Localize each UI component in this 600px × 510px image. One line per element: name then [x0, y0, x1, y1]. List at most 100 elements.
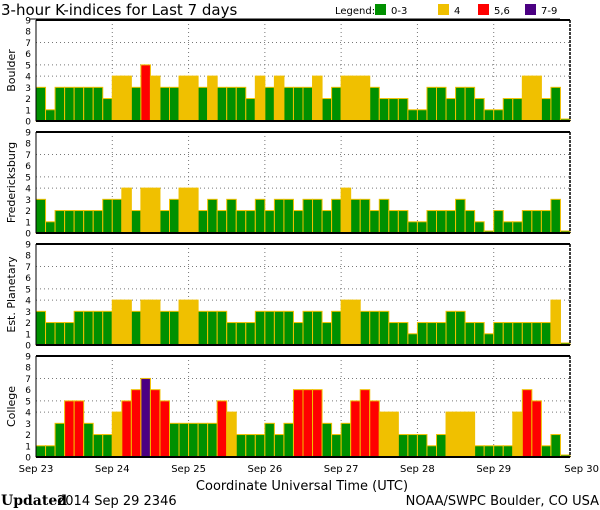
y-tick-label: 0 — [25, 230, 31, 240]
bar — [149, 187, 161, 234]
bar — [92, 210, 104, 234]
bar — [254, 75, 266, 122]
bar — [92, 434, 104, 458]
bar — [111, 75, 123, 122]
bar — [426, 445, 438, 458]
bar — [111, 411, 123, 458]
bar — [64, 210, 75, 234]
legend-swatch — [478, 4, 489, 15]
bar — [140, 299, 151, 346]
y-tick-label: 9 — [25, 17, 31, 27]
bar — [207, 75, 218, 122]
bar — [407, 333, 418, 346]
x-tick-label: Sep 26 — [247, 464, 282, 475]
bar — [235, 322, 247, 346]
panel-label: Fredericksburg — [5, 142, 18, 223]
bar — [130, 86, 142, 122]
bar — [264, 422, 275, 458]
y-tick-label: 0 — [25, 118, 31, 128]
panel-label: Boulder — [5, 49, 18, 92]
bar — [64, 322, 75, 346]
bar — [531, 210, 542, 234]
bar — [178, 75, 190, 122]
bar — [312, 198, 323, 234]
bar — [140, 187, 151, 234]
bar — [254, 310, 266, 346]
bar — [235, 86, 247, 122]
bar — [102, 434, 113, 458]
y-tick-label: 7 — [25, 39, 31, 49]
y-tick-label: 7 — [25, 375, 31, 385]
bar — [312, 310, 323, 346]
bar — [178, 299, 190, 346]
bar — [474, 322, 485, 346]
bar — [83, 422, 94, 458]
bar — [197, 310, 209, 346]
bar — [159, 310, 170, 346]
x-tick-label: Sep 27 — [324, 464, 359, 475]
bar — [216, 400, 228, 458]
bar — [102, 198, 113, 234]
bar — [121, 400, 132, 458]
legend-swatch — [438, 4, 449, 15]
bar — [35, 445, 47, 458]
bar — [502, 98, 514, 122]
bar — [416, 322, 428, 346]
bar — [445, 210, 457, 234]
bar — [312, 75, 323, 122]
y-tick-label: 2 — [25, 319, 31, 329]
bar — [426, 322, 438, 346]
credit: NOAA/SWPC Boulder, CO USA — [406, 494, 599, 509]
bar — [121, 75, 132, 122]
bar — [302, 389, 314, 458]
bar — [312, 389, 323, 458]
bar — [188, 75, 199, 122]
panel-label: Est. Planetary — [5, 256, 18, 333]
panels: Boulder0123456789Fredericksburg012345678… — [5, 17, 571, 464]
legend-swatch — [375, 4, 386, 15]
bar — [359, 310, 371, 346]
bar — [149, 389, 161, 458]
bar — [369, 210, 380, 234]
bar — [178, 187, 190, 234]
y-tick-label: 9 — [25, 353, 31, 363]
panel-label: College — [5, 386, 18, 427]
bar — [283, 198, 294, 234]
bar — [502, 322, 514, 346]
bar — [140, 64, 151, 122]
bar — [455, 411, 466, 458]
bar — [378, 198, 390, 234]
bar — [302, 86, 314, 122]
legend-entry: 5,6 — [494, 6, 510, 17]
y-tick-label: 5 — [25, 173, 31, 183]
bar — [226, 86, 237, 122]
bar — [140, 377, 151, 458]
y-tick-label: 2 — [25, 95, 31, 105]
bar — [502, 445, 514, 458]
bar — [464, 411, 476, 458]
bar — [159, 400, 170, 458]
bar — [493, 445, 504, 458]
bar — [455, 198, 466, 234]
bar — [197, 210, 209, 234]
legend-swatch — [525, 4, 536, 15]
bar — [45, 109, 56, 122]
bar — [550, 86, 561, 122]
x-axis-label: Coordinate Universal Time (UTC) — [196, 479, 408, 494]
legend-label: Legend: — [335, 6, 375, 17]
y-tick-label: 8 — [25, 28, 31, 38]
y-tick-label: 1 — [25, 218, 31, 228]
bar — [464, 86, 476, 122]
bar — [159, 210, 170, 234]
bar — [292, 389, 304, 458]
bar — [302, 198, 314, 234]
bar — [474, 445, 485, 458]
bar — [54, 86, 66, 122]
bar — [407, 434, 418, 458]
y-tick-label: 8 — [25, 252, 31, 262]
y-tick-label: 8 — [25, 364, 31, 374]
y-tick-label: 2 — [25, 431, 31, 441]
bar — [235, 434, 247, 458]
